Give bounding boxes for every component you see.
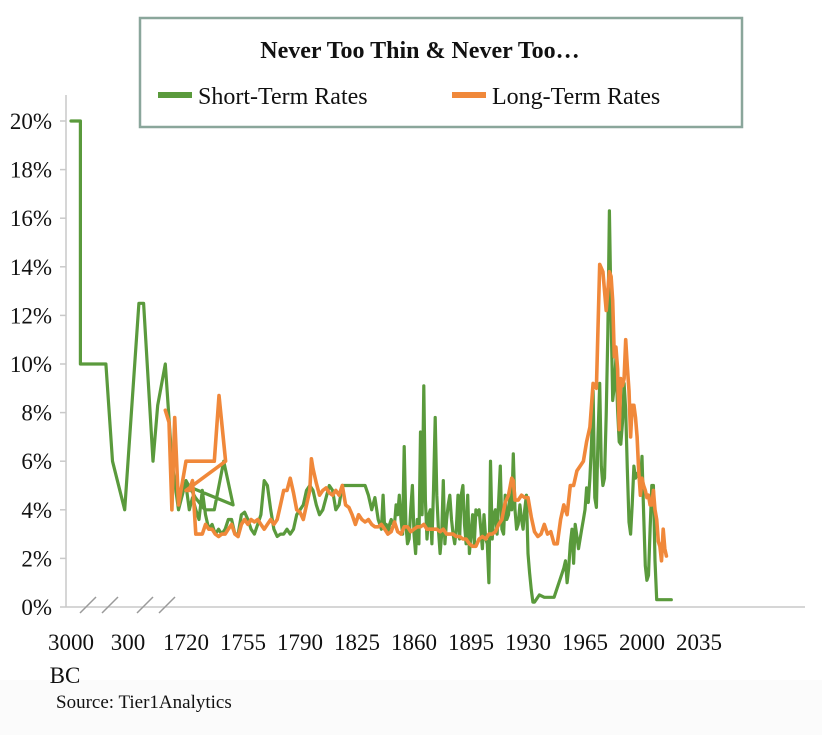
y-tick-label: 8% xyxy=(21,401,52,426)
y-tick-label: 12% xyxy=(10,303,52,328)
y-tick-label: 10% xyxy=(10,352,52,377)
x-tick-label: 1755 xyxy=(220,630,266,655)
x-tick-sublabel: BC xyxy=(50,663,81,688)
x-axis-labels: 3000 BC 300 1720 1755 1790 1825 1860 1895 1930 196… xyxy=(48,630,722,688)
axis-break-mark xyxy=(158,596,176,614)
x-tick-label: 1825 xyxy=(334,630,380,655)
plot-area xyxy=(60,95,805,614)
y-axis-labels: 0% 2% 4% 6% 8% 10% 12% 14% 16% 18% 20% xyxy=(10,109,52,620)
x-tick-label: 2035 xyxy=(676,630,722,655)
legend-box xyxy=(138,16,744,129)
axis-break-mark xyxy=(101,596,119,614)
series-long-term-line xyxy=(163,262,669,563)
x-tick-label: 1720 xyxy=(163,630,209,655)
chart-title: Never Too Thin & Never Too… xyxy=(260,38,579,64)
series-lines xyxy=(69,119,673,604)
x-tick-label: 1930 xyxy=(505,630,551,655)
x-tick-label: 300 xyxy=(111,630,146,655)
x-tick-label: 1860 xyxy=(391,630,437,655)
axis-break-mark xyxy=(136,596,154,614)
legend-label-long-term: Long-Term Rates xyxy=(492,84,660,110)
footer-band xyxy=(0,680,822,735)
y-tick-label: 14% xyxy=(10,255,52,280)
legend: Never Too Thin & Never Too… Short-Term R… xyxy=(138,16,744,129)
y-tick-label: 0% xyxy=(21,595,52,620)
legend-label-short-term: Short-Term Rates xyxy=(198,84,368,110)
x-tick-label: 1895 xyxy=(448,630,494,655)
x-tick-label: 3000 xyxy=(48,630,94,655)
y-tick-label: 18% xyxy=(10,158,52,183)
y-tick-label: 20% xyxy=(10,109,52,134)
x-tick-label: 2000 xyxy=(619,630,665,655)
y-tick-label: 2% xyxy=(21,546,52,571)
source-note: Source: Tier1Analytics xyxy=(56,692,232,713)
y-tick-label: 16% xyxy=(10,206,52,231)
x-tick-label: 1790 xyxy=(277,630,323,655)
series-short-term-line xyxy=(69,119,673,604)
x-tick-label: 1965 xyxy=(562,630,608,655)
y-tick-label: 6% xyxy=(21,449,52,474)
y-tick-label: 4% xyxy=(21,498,52,523)
axis-break-mark xyxy=(79,596,97,614)
